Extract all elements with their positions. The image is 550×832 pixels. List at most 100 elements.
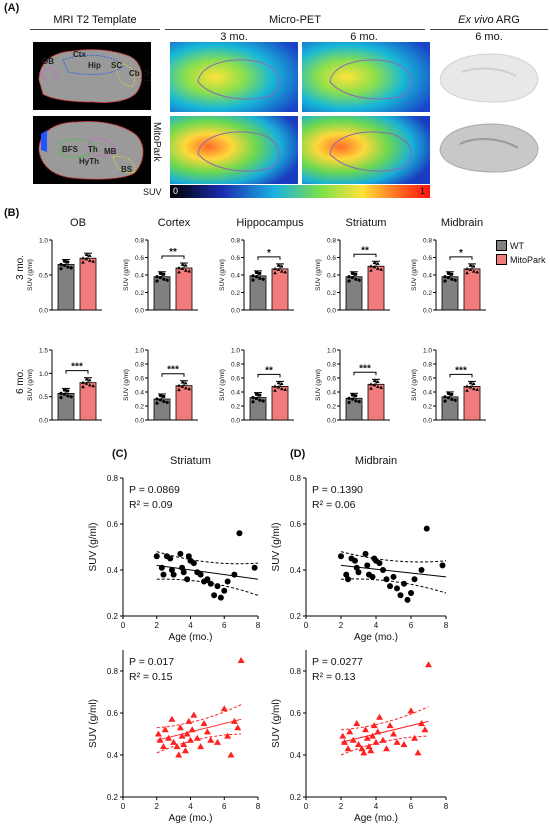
data-point-wt	[350, 275, 354, 280]
y-tick-label: 0.6	[135, 376, 144, 383]
y-tick-label: 1.5	[39, 348, 48, 355]
data-point-mitopark	[276, 267, 281, 271]
data-point-wt	[155, 401, 159, 405]
bar-chart-hippocampus-6mo: 0.0 0.2 0.4 0.6 0.8 1.0 SUV (g/ml) **	[219, 348, 294, 425]
arg-header: Ex vivo ARG	[458, 14, 520, 26]
mri-image-top: OB Ctx Hip SC Cb	[33, 42, 151, 110]
data-point-mitopark	[187, 269, 191, 273]
y-tick-label: 0.4	[290, 566, 302, 575]
data-point-wt	[357, 278, 361, 282]
significance-bracket	[161, 255, 185, 259]
data-point	[154, 730, 162, 737]
y-tick-label: 0.4	[423, 273, 432, 280]
data-point	[418, 720, 425, 726]
data-point-mitopark	[88, 378, 92, 382]
y-tick-label: 0.8	[423, 238, 432, 245]
data-point-wt	[251, 396, 255, 400]
data-point	[184, 576, 191, 583]
data-point	[170, 738, 178, 745]
data-point	[179, 564, 186, 571]
data-point-wt	[69, 395, 73, 399]
region-ob: OB	[42, 57, 54, 66]
scatter-chart-title: Midbrain	[355, 455, 397, 467]
data-point	[372, 738, 380, 745]
ci-lower	[156, 578, 259, 596]
data-point	[227, 751, 235, 758]
y-tick-label: 0.0	[327, 308, 336, 315]
y-tick-label: 0.2	[423, 290, 432, 297]
y-tick-label: 1.0	[39, 238, 48, 245]
x-axis-label: Age (mo.)	[354, 813, 398, 824]
data-point-mitopark	[475, 387, 479, 391]
data-point	[362, 726, 369, 733]
colorbar-label: SUV	[143, 187, 162, 197]
data-point	[390, 573, 397, 580]
y-tick-label: 0.4	[327, 273, 336, 280]
data-point	[173, 743, 181, 750]
x-tick-label: 2	[339, 621, 344, 630]
data-point-mitopark	[369, 264, 373, 268]
data-point	[177, 550, 184, 557]
significance-label: ***	[167, 365, 179, 376]
r-squared-label: R² = 0.06	[312, 499, 356, 511]
y-tick-label: 0.2	[107, 793, 119, 802]
data-point	[211, 592, 218, 599]
data-point	[221, 587, 228, 594]
y-tick-label: 0.4	[423, 390, 432, 397]
y-tick-label: 0.4	[327, 390, 336, 397]
x-tick-label: 2	[339, 802, 344, 811]
data-point-wt	[66, 260, 70, 264]
region-sc: SC	[111, 61, 122, 70]
data-point-mitopark	[273, 388, 277, 392]
data-point	[439, 562, 446, 569]
y-axis-label: SUV (g/ml)	[219, 259, 226, 291]
data-point	[175, 751, 183, 758]
data-point	[425, 661, 432, 668]
significance-bracket	[449, 256, 473, 260]
region-bs: BS	[121, 165, 133, 174]
y-tick-label: 0.6	[290, 520, 302, 529]
p-value-label: P = 0.1390	[312, 484, 363, 496]
data-point-mitopark	[184, 386, 188, 390]
y-axis-label: SUV (g/ml)	[411, 259, 418, 291]
y-tick-label: 0.5	[39, 273, 48, 280]
data-point-mitopark	[471, 386, 476, 391]
data-point	[203, 728, 211, 735]
data-point-wt	[450, 397, 454, 402]
data-point-wt	[254, 392, 258, 396]
data-point-wt	[354, 394, 358, 398]
scatter-chart-d-wt: Midbrain 0.2 0.4 0.6 0.8 0 2 4 6 8 Age (mo.) SUV (g…	[271, 455, 449, 643]
y-tick-label: 0.4	[107, 751, 119, 760]
bar-chart-title: Cortex	[158, 217, 191, 229]
y-axis-label: SUV (g/ml)	[411, 369, 418, 401]
x-tick-label: 0	[304, 802, 309, 811]
data-point	[158, 564, 165, 571]
data-point	[394, 585, 400, 592]
y-tick-label: 1.0	[423, 348, 432, 355]
significance-label: **	[169, 247, 177, 258]
data-point	[376, 713, 383, 720]
bar-chart-cortex-6mo: 0.0 0.2 0.4 0.6 0.8 1.0 SUV (g/ml) ***	[123, 348, 198, 425]
data-point-mitopark	[375, 384, 380, 389]
data-point-wt	[347, 396, 351, 400]
data-point-mitopark	[471, 264, 476, 268]
data-point-wt	[347, 275, 351, 279]
pet-mp-3mo	[170, 116, 298, 184]
y-tick-label: 0.2	[423, 404, 432, 411]
data-point-wt	[450, 392, 454, 396]
data-point	[400, 741, 408, 747]
panel-label-a: (A)	[4, 2, 20, 14]
ci-lower	[340, 578, 447, 594]
data-point-mitopark	[369, 386, 373, 390]
y-tick-label: 0.2	[290, 612, 302, 621]
data-point-wt	[66, 265, 70, 269]
y-tick-label: 0.6	[327, 376, 336, 383]
legend-item-wt: WT	[496, 240, 546, 251]
data-point-mitopark	[180, 262, 185, 266]
data-point	[386, 722, 394, 729]
data-point-mitopark	[279, 381, 284, 386]
x-tick-label: 8	[444, 802, 449, 811]
data-point	[355, 569, 362, 576]
data-point-mitopark	[471, 269, 476, 273]
y-axis-label: SUV (g/ml)	[271, 523, 282, 572]
